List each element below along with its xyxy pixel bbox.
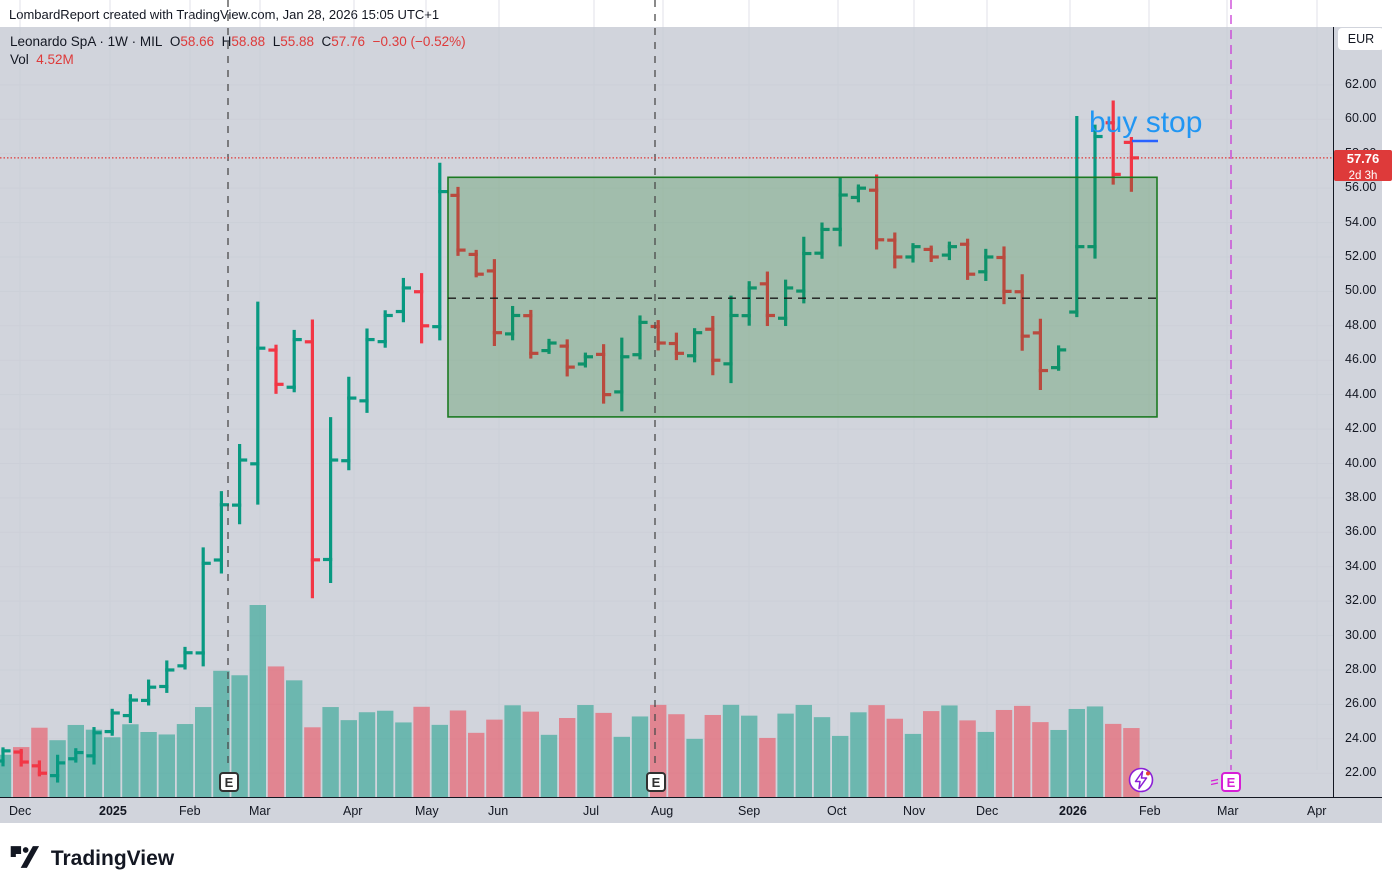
- svg-text:buy stop: buy stop: [1089, 106, 1202, 139]
